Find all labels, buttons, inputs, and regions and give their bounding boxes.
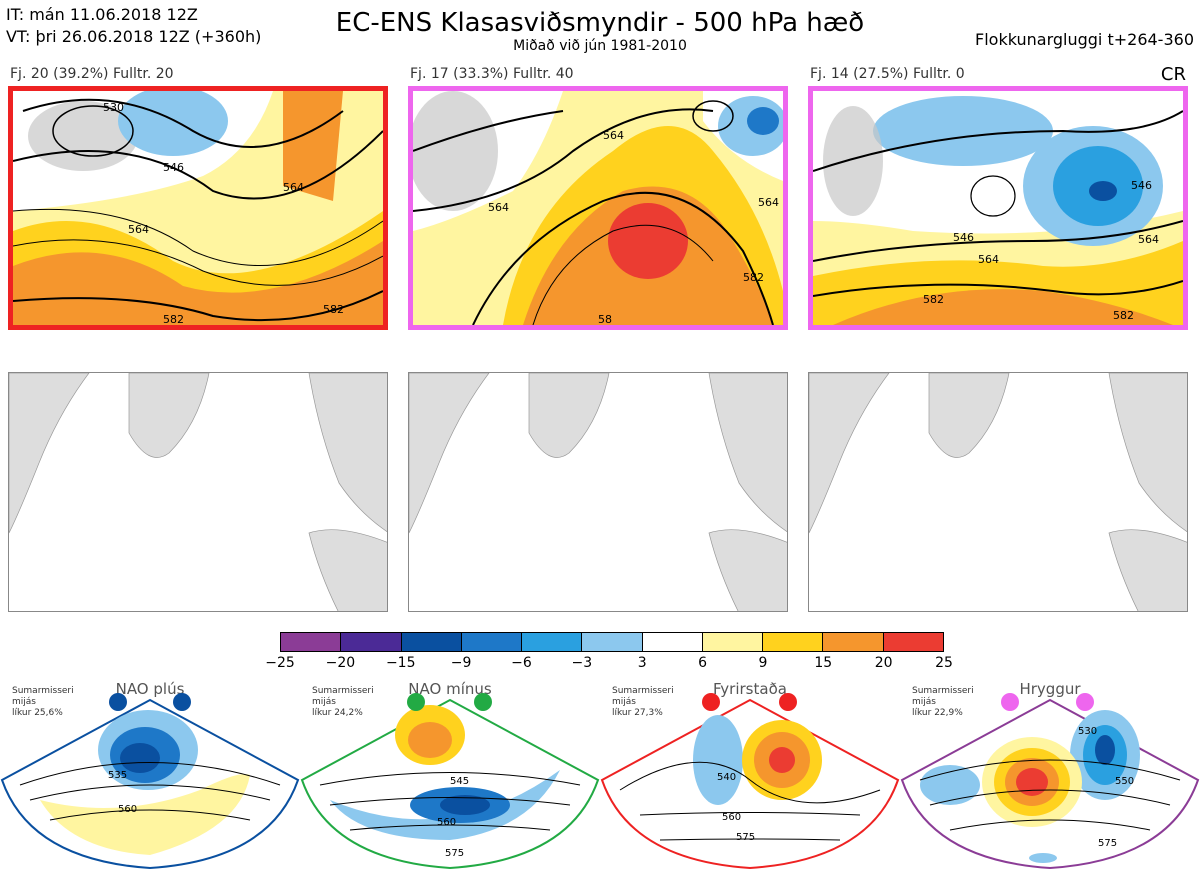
cluster-3-label: Fj. 14 (27.5%) Fulltr. 0 bbox=[810, 66, 965, 82]
empty-map-1 bbox=[8, 372, 388, 612]
colorbar-tick: 20 bbox=[874, 655, 893, 671]
colorbar-tick: −15 bbox=[385, 655, 416, 671]
svg-text:530: 530 bbox=[103, 101, 124, 114]
colorbar-swatch bbox=[461, 633, 523, 651]
svg-text:582: 582 bbox=[743, 271, 764, 284]
svg-text:546: 546 bbox=[163, 161, 184, 174]
svg-text:582: 582 bbox=[923, 293, 944, 306]
colorbar-tick: −6 bbox=[511, 655, 532, 671]
regime-title: NAO mínus bbox=[408, 680, 492, 698]
colorbar-tick: 6 bbox=[698, 655, 707, 671]
colorbar-swatch bbox=[401, 633, 462, 651]
svg-text:535: 535 bbox=[108, 770, 127, 781]
svg-text:564: 564 bbox=[978, 253, 999, 266]
colorbar-swatch bbox=[341, 633, 402, 651]
cluster-2-map: 564 564 564 582 58 bbox=[408, 86, 788, 330]
svg-text:575: 575 bbox=[736, 832, 755, 843]
page-title: EC-ENS Klasasviðsmyndir - 500 hPa hæð bbox=[335, 8, 865, 38]
svg-text:545: 545 bbox=[450, 776, 469, 787]
colorbar-tick: 3 bbox=[637, 655, 647, 671]
classification-window: Flokkunargluggi t+264-360 bbox=[975, 30, 1194, 49]
empty-map-2 bbox=[408, 372, 788, 612]
svg-text:530: 530 bbox=[1078, 726, 1097, 737]
svg-text:582: 582 bbox=[163, 313, 184, 325]
cluster-1-label: Fj. 20 (39.2%) Fulltr. 20 bbox=[10, 66, 174, 82]
colorbar-swatch bbox=[763, 633, 824, 651]
colorbar-swatch bbox=[281, 633, 342, 651]
colorbar-ticks: −25 −20 −15 −9 −6 −3 3 6 9 15 20 25 bbox=[265, 655, 953, 673]
colorbar-tick: −3 bbox=[571, 655, 593, 671]
header-info: IT: mán 11.06.2018 12Z VT: þri 26.06.201… bbox=[6, 4, 261, 48]
colorbar-swatch bbox=[823, 633, 884, 651]
empty-map-3 bbox=[808, 372, 1188, 612]
cluster-1-map: 530 546 564 564 582 582 bbox=[8, 86, 388, 330]
svg-text:575: 575 bbox=[445, 848, 464, 859]
valid-time: VT: þri 26.06.2018 12Z (+360h) bbox=[6, 27, 262, 46]
regime-title: Fyrirstaða bbox=[713, 680, 787, 698]
svg-text:575: 575 bbox=[1098, 838, 1117, 849]
regime-code: CR bbox=[1160, 64, 1186, 85]
colorbar-tick: 15 bbox=[814, 655, 833, 671]
svg-text:546: 546 bbox=[1131, 179, 1152, 192]
svg-text:582: 582 bbox=[1113, 309, 1134, 322]
colorbar-tick: −20 bbox=[325, 655, 356, 671]
colorbar-swatch bbox=[522, 633, 583, 651]
regime-ridge: Hryggur Sumarmisseri mijás líkur 22,9% 530… bbox=[900, 680, 1200, 870]
svg-text:564: 564 bbox=[1138, 233, 1159, 246]
regime-nao-minus: NAO mínus Sumarmisseri mijás líkur 24,2% 5… bbox=[300, 680, 600, 870]
regime-title: Hryggur bbox=[1019, 680, 1081, 698]
page-subtitle: Miðað við jún 1981-2010 bbox=[513, 38, 687, 54]
regime-blocking: Fyrirstaða Sumarmisseri mijás líkur 27,3% … bbox=[600, 680, 900, 870]
colorbar-tick: 25 bbox=[935, 655, 953, 671]
svg-text:560: 560 bbox=[437, 817, 456, 828]
colorbar-swatch bbox=[642, 633, 703, 651]
colorbar-swatch bbox=[702, 633, 764, 651]
cluster-2-label: Fj. 17 (33.3%) Fulltr. 40 bbox=[410, 66, 574, 82]
svg-text:564: 564 bbox=[758, 196, 779, 209]
cluster-3-map: 546 546 564 564 582 582 bbox=[808, 86, 1188, 330]
colorbar bbox=[280, 632, 944, 652]
svg-text:564: 564 bbox=[603, 129, 624, 142]
svg-text:540: 540 bbox=[717, 772, 736, 783]
initial-time: IT: mán 11.06.2018 12Z bbox=[6, 5, 198, 24]
svg-text:582: 582 bbox=[323, 303, 344, 316]
svg-text:58: 58 bbox=[598, 313, 612, 325]
regime-note: Sumarmisseri mijás líkur 27,3% bbox=[612, 686, 674, 718]
regime-nao-plus: NAO plús Sumarmisseri mijás líkur 25,6% 53… bbox=[0, 680, 300, 870]
colorbar-tick: −25 bbox=[265, 655, 295, 671]
svg-text:564: 564 bbox=[283, 181, 304, 194]
svg-text:550: 550 bbox=[1115, 776, 1134, 787]
colorbar-swatch bbox=[582, 633, 643, 651]
colorbar-tick: 9 bbox=[758, 655, 768, 671]
regime-note: Sumarmisseri mijás líkur 22,9% bbox=[912, 686, 974, 718]
svg-text:560: 560 bbox=[722, 812, 741, 823]
colorbar-swatch bbox=[883, 633, 943, 651]
regime-note: Sumarmisseri mijás líkur 24,2% bbox=[312, 686, 374, 718]
colorbar-tick: −9 bbox=[450, 655, 472, 671]
regime-title: NAO plús bbox=[115, 680, 185, 698]
svg-text:560: 560 bbox=[118, 804, 137, 815]
regime-note: Sumarmisseri mijás líkur 25,6% bbox=[12, 686, 74, 718]
svg-text:564: 564 bbox=[128, 223, 149, 236]
svg-text:546: 546 bbox=[953, 231, 974, 244]
svg-text:564: 564 bbox=[488, 201, 509, 214]
